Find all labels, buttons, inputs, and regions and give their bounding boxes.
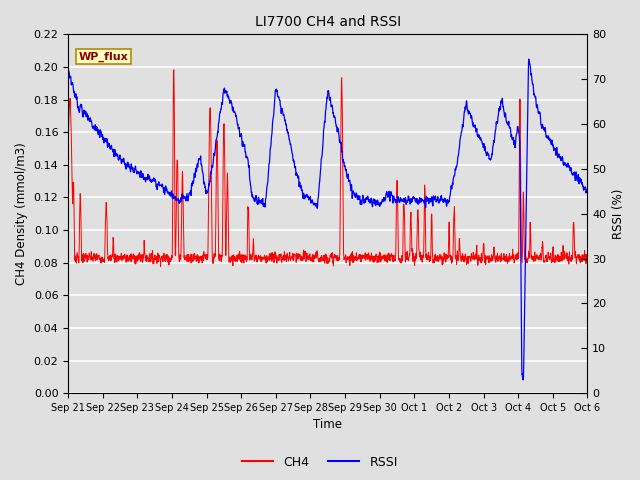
X-axis label: Time: Time	[314, 419, 342, 432]
Text: WP_flux: WP_flux	[79, 51, 128, 62]
Title: LI7700 CH4 and RSSI: LI7700 CH4 and RSSI	[255, 15, 401, 29]
Y-axis label: CH4 Density (mmol/m3): CH4 Density (mmol/m3)	[15, 143, 28, 285]
Legend: CH4, RSSI: CH4, RSSI	[237, 451, 403, 474]
Y-axis label: RSSI (%): RSSI (%)	[612, 189, 625, 239]
